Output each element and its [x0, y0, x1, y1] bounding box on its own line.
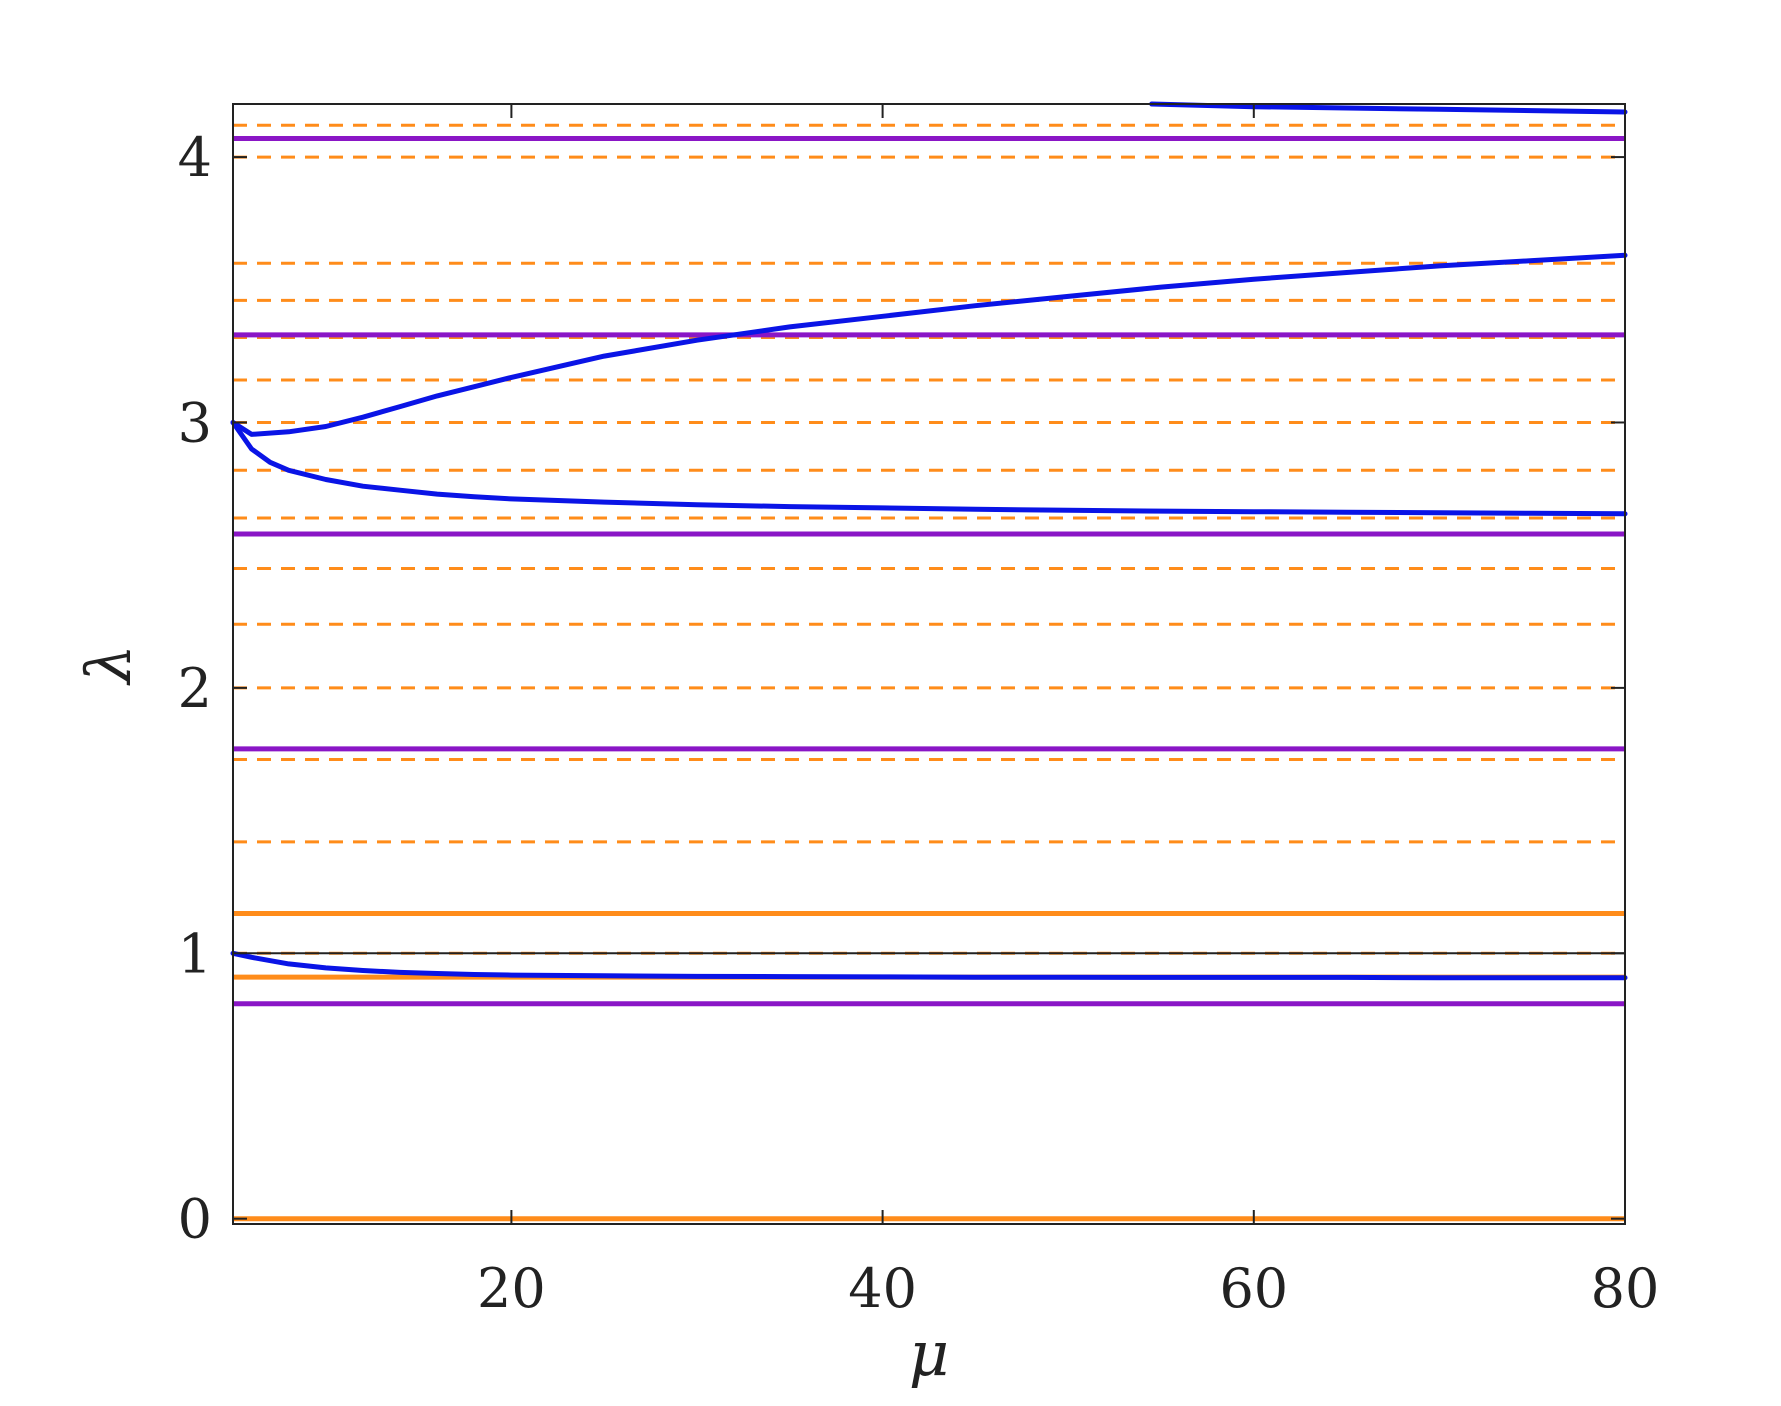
y-tick-label-4: 4: [178, 126, 212, 189]
x-tick-label-2: 60: [1219, 1257, 1288, 1320]
y-tick-label-3: 3: [178, 391, 212, 454]
curve-series-3: [1149, 101, 1628, 115]
curve-series-2: [230, 252, 1628, 437]
y-tick-label-0: 0: [178, 1188, 212, 1251]
plot-frame: [232, 103, 1626, 1225]
x-axis-label: μ: [909, 1317, 949, 1390]
y-axis-label: λ: [72, 644, 145, 686]
x-tick-label-0: 20: [477, 1257, 546, 1320]
tick-labels: 20 40 60 80 0 1 2 3 4: [178, 126, 1660, 1320]
curve-series: [230, 101, 1628, 981]
x-tick-label-1: 40: [848, 1257, 917, 1320]
plot-background: [233, 104, 1625, 1224]
curve-series-1: [230, 420, 1628, 517]
y-tick-label-1: 1: [178, 922, 212, 985]
axis-ticks: [233, 104, 1626, 1224]
y-tick-label-2: 2: [178, 657, 212, 720]
x-tick-label-3: 80: [1591, 1257, 1660, 1320]
curve-series-0: [230, 950, 1628, 981]
